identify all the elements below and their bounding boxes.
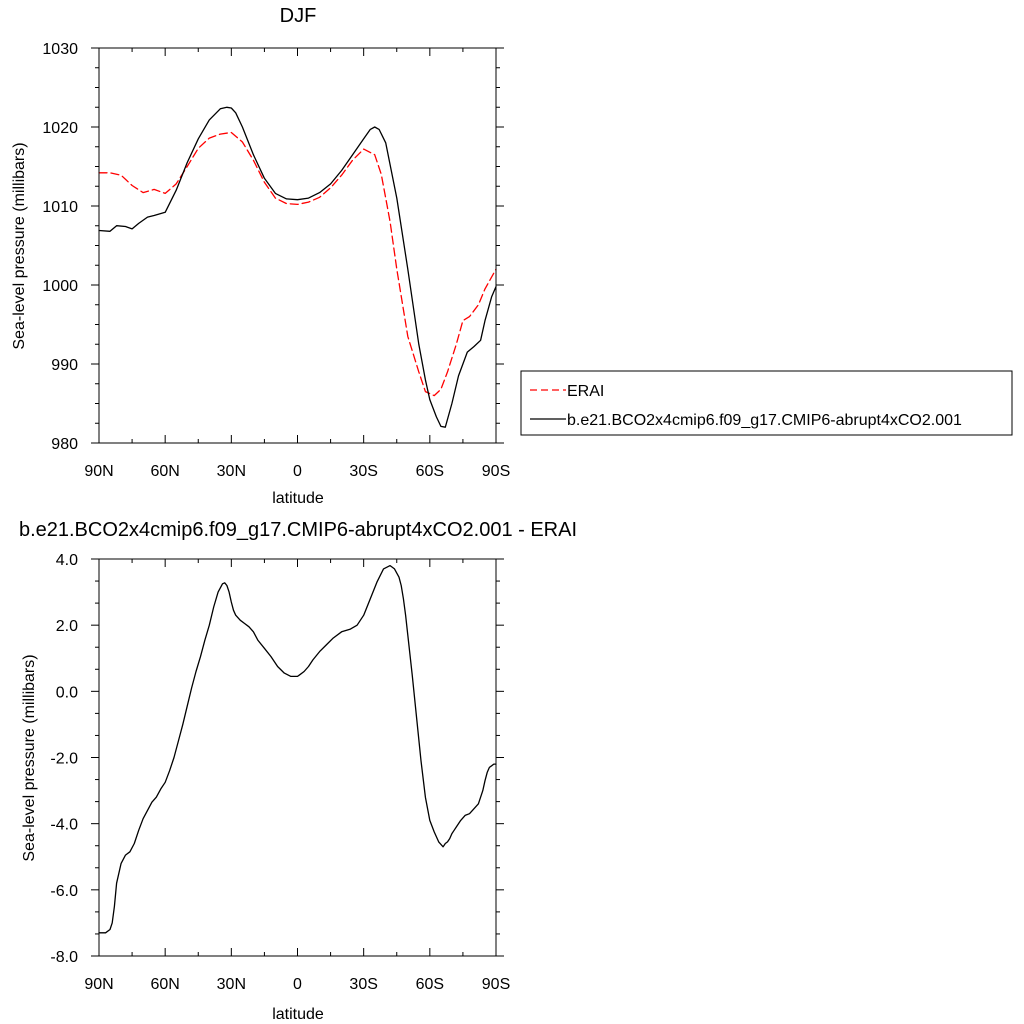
series-line-0-0 (98, 131, 497, 397)
bottom-panel-x-axis-label: latitude (272, 1006, 324, 1023)
x-tick-label: 90N (84, 463, 113, 480)
bottom-panel-ticks (91, 558, 504, 957)
legend-box (520, 370, 1013, 436)
x-tick-label: 30S (349, 976, 377, 993)
y-tick-label: 2.0 (56, 618, 78, 635)
top-panel-x-tick-labels: 90N 60N 30N 0 30S 60S 90S (84, 463, 510, 480)
y-tick-label: 990 (51, 357, 78, 374)
y-tick-label: -4.0 (50, 817, 78, 834)
y-tick-label: 1020 (42, 120, 78, 137)
bottom-panel-series (98, 564, 497, 934)
y-tick-label: 4.0 (56, 552, 78, 569)
x-tick-label: 0 (293, 976, 302, 993)
x-tick-label: 60N (150, 463, 179, 480)
y-tick-label: -2.0 (50, 751, 78, 768)
x-tick-label: 30S (349, 463, 377, 480)
x-tick-label: 60S (416, 463, 444, 480)
x-tick-label: 0 (293, 463, 302, 480)
y-tick-label: 980 (51, 436, 78, 453)
y-tick-label: 1010 (42, 199, 78, 216)
x-tick-label: 60N (150, 976, 179, 993)
top-panel-ticks (91, 47, 504, 444)
x-tick-label: 90S (482, 463, 510, 480)
y-tick-label: 0.0 (56, 684, 78, 701)
top-panel-frame (98, 47, 497, 444)
legend-label-erai: ERAI (567, 383, 604, 400)
x-tick-label: 90N (84, 976, 113, 993)
legend: ERAI b.e21.BCO2x4cmip6.f09_g17.CMIP6-abr… (520, 370, 1013, 436)
x-tick-label: 60S (416, 976, 444, 993)
series-line-1-0 (98, 564, 497, 934)
x-tick-label: 90S (482, 976, 510, 993)
y-tick-label: -6.0 (50, 883, 78, 900)
top-panel-title: DJF (280, 5, 317, 27)
bottom-panel-title: b.e21.BCO2x4cmip6.f09_g17.CMIP6-abrupt4x… (19, 519, 577, 541)
top-panel-y-axis-label: Sea-level pressure (millibars) (11, 142, 28, 349)
bottom-panel: b.e21.BCO2x4cmip6.f09_g17.CMIP6-abrupt4x… (19, 519, 577, 1023)
series-line-0-1 (98, 106, 497, 428)
x-tick-label: 30N (217, 463, 246, 480)
top-panel-series (98, 106, 497, 428)
bottom-panel-x-tick-labels: 90N 60N 30N 0 30S 60S 90S (84, 976, 510, 993)
top-panel-y-tick-labels: 980 990 1000 1010 1020 1030 (42, 41, 78, 453)
x-tick-label: 30N (217, 976, 246, 993)
bottom-panel-y-axis-label: Sea-level pressure (millibars) (21, 654, 38, 861)
y-tick-label: 1000 (42, 278, 78, 295)
top-panel: DJF 90N 60N 30N 0 30S 60S 90S 980 990 1000 1010 10… (11, 5, 510, 507)
top-panel-x-axis-label: latitude (272, 490, 324, 507)
bottom-panel-y-tick-labels: -8.0 -6.0 -4.0 -2.0 0.0 2.0 4.0 (50, 552, 78, 966)
y-tick-label: 1030 (42, 41, 78, 58)
bottom-panel-frame (98, 558, 497, 957)
legend-label-model: b.e21.BCO2x4cmip6.f09_g17.CMIP6-abrupt4x… (567, 412, 962, 429)
y-tick-label: -8.0 (50, 949, 78, 966)
